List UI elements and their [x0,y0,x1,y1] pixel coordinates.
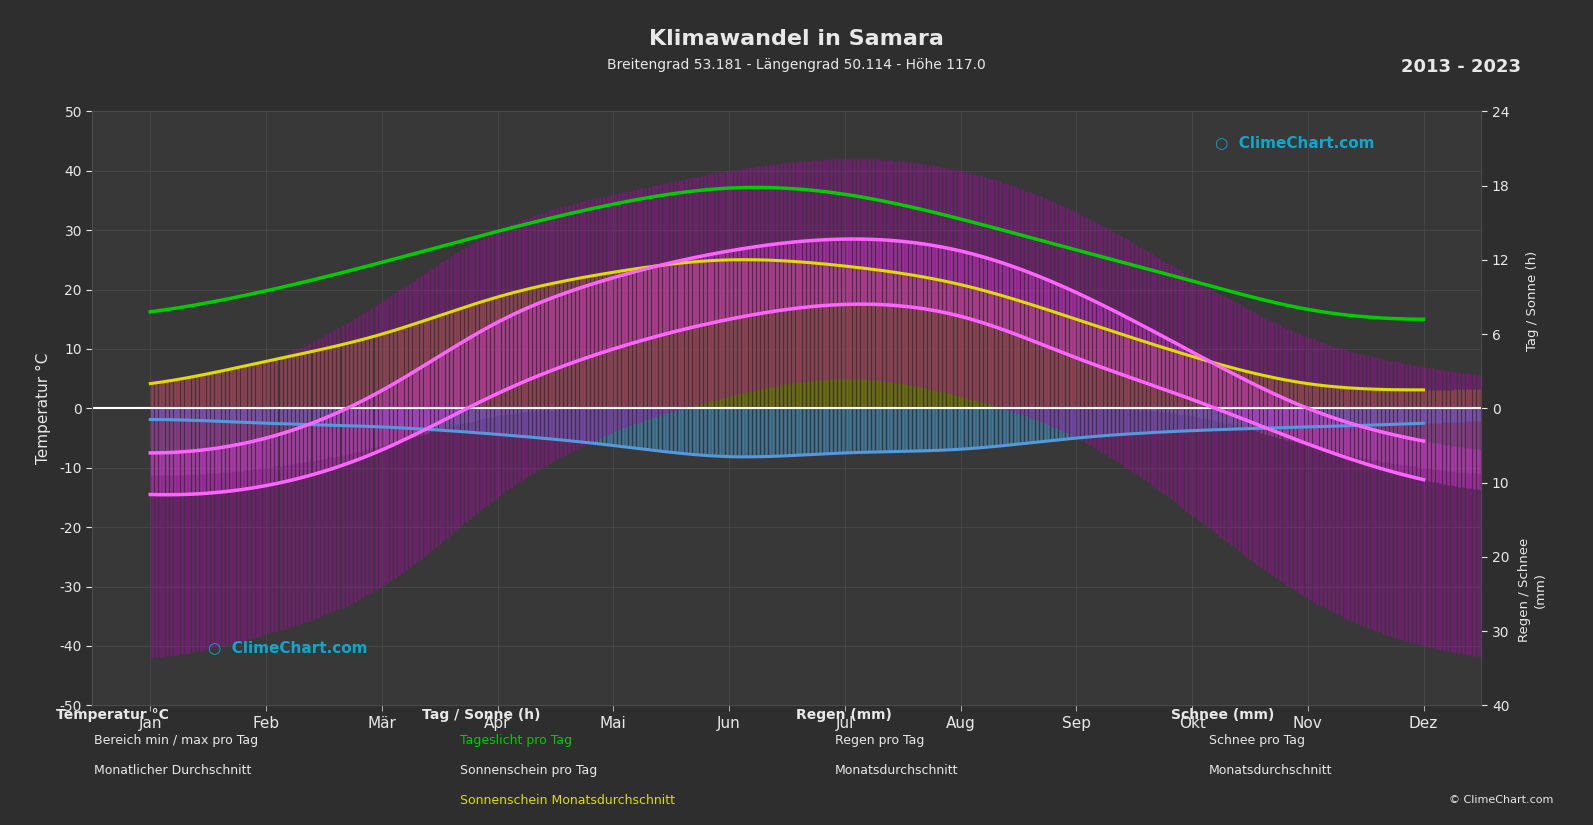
Text: Sonnenschein Monatsdurchschnitt: Sonnenschein Monatsdurchschnitt [460,794,675,807]
Text: Breitengrad 53.181 - Längengrad 50.114 - Höhe 117.0: Breitengrad 53.181 - Längengrad 50.114 -… [607,58,986,72]
Text: ○  ClimeChart.com: ○ ClimeChart.com [1215,135,1375,150]
Text: Tageslicht pro Tag: Tageslicht pro Tag [460,733,572,747]
Text: Temperatur °C: Temperatur °C [56,708,169,722]
Text: © ClimeChart.com: © ClimeChart.com [1448,795,1553,805]
Text: Sonnenschein pro Tag: Sonnenschein pro Tag [460,764,597,777]
Text: Bereich min / max pro Tag: Bereich min / max pro Tag [94,733,258,747]
Text: Regen pro Tag: Regen pro Tag [835,733,924,747]
Text: Schnee pro Tag: Schnee pro Tag [1209,733,1305,747]
Text: Klimawandel in Samara: Klimawandel in Samara [648,29,945,49]
Text: Monatsdurchschnitt: Monatsdurchschnitt [1209,764,1333,777]
Text: ○  ClimeChart.com: ○ ClimeChart.com [209,640,368,655]
Text: 2013 - 2023: 2013 - 2023 [1402,58,1521,76]
Text: Monatlicher Durchschnitt: Monatlicher Durchschnitt [94,764,252,777]
Text: Schnee (mm): Schnee (mm) [1171,708,1274,722]
Text: Tag / Sonne (h): Tag / Sonne (h) [1526,251,1539,351]
Text: Regen (mm): Regen (mm) [796,708,892,722]
Text: Tag / Sonne (h): Tag / Sonne (h) [422,708,540,722]
Text: Regen / Schnee
(mm): Regen / Schnee (mm) [1518,538,1547,642]
Y-axis label: Temperatur °C: Temperatur °C [37,353,51,464]
Text: Monatsdurchschnitt: Monatsdurchschnitt [835,764,959,777]
